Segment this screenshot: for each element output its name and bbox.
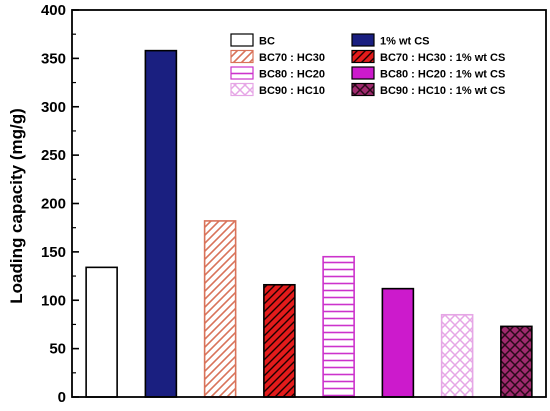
legend-swatch-6 bbox=[351, 66, 375, 80]
y-tick-label: 150 bbox=[41, 244, 66, 261]
legend-swatch-7 bbox=[230, 82, 254, 97]
legend-swatch-3 bbox=[230, 49, 254, 64]
bar-7 bbox=[440, 313, 474, 398]
y-tick-label: 300 bbox=[41, 99, 66, 116]
legend-label-6: BC80 : HC20 : 1% wt CS bbox=[380, 69, 505, 81]
y-tick-label: 100 bbox=[41, 292, 66, 309]
y-tick-label: 350 bbox=[41, 50, 66, 67]
y-tick-label: 50 bbox=[49, 341, 66, 358]
y-tick-label: 0 bbox=[58, 389, 66, 406]
legend-swatch-1 bbox=[230, 33, 254, 47]
bar-5 bbox=[322, 255, 355, 398]
bar-1 bbox=[85, 266, 118, 398]
y-axis-title: Loading capacity (mg/g) bbox=[7, 108, 26, 304]
legend-swatch-8 bbox=[351, 82, 375, 97]
legend-label-7: BC90 : HC10 bbox=[259, 85, 325, 97]
bar-4 bbox=[263, 283, 296, 398]
legend-label-8: BC90 : HC10 : 1% wt CS bbox=[380, 85, 505, 97]
bar-8 bbox=[500, 325, 533, 398]
bar-3 bbox=[203, 220, 237, 398]
y-tick-label: 400 bbox=[41, 2, 66, 19]
y-tick-label: 250 bbox=[41, 147, 66, 164]
legend-swatch-4 bbox=[351, 49, 375, 64]
bar-2 bbox=[144, 49, 178, 398]
bar-6 bbox=[381, 287, 415, 398]
legend-label-4: BC70 : HC30 : 1% wt CS bbox=[380, 52, 505, 64]
legend-label-1: BC bbox=[259, 36, 275, 48]
legend-swatch-2 bbox=[351, 33, 375, 47]
legend-label-5: BC80 : HC20 bbox=[259, 69, 325, 81]
legend-label-3: BC70 : HC30 bbox=[259, 52, 325, 64]
legend-swatch-5 bbox=[230, 66, 254, 80]
legend-label-2: 1% wt CS bbox=[380, 36, 430, 48]
y-tick-label: 200 bbox=[41, 196, 66, 213]
